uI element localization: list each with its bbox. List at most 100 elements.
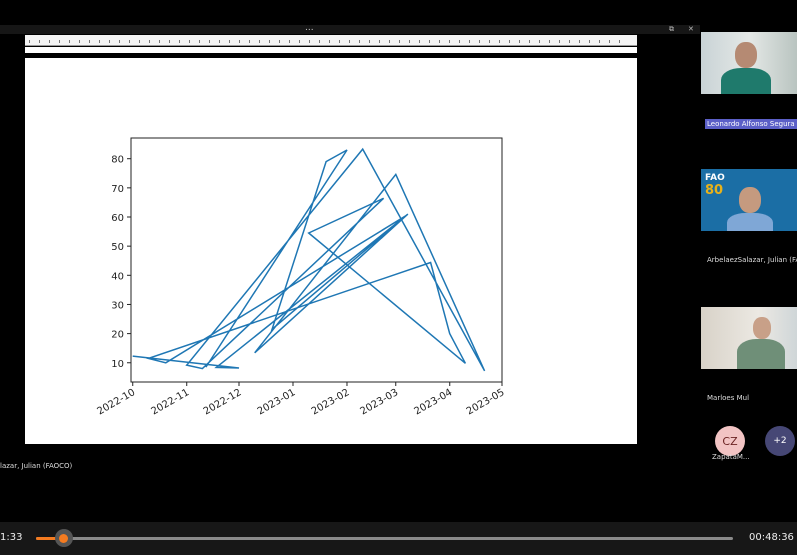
data-line <box>132 147 486 372</box>
ruler-tick <box>129 40 130 43</box>
y-tick-label: 40 <box>111 271 124 282</box>
participant-name: Marloes Mul <box>707 394 750 402</box>
y-tick-label: 70 <box>111 184 124 195</box>
ruler-tick <box>29 40 30 43</box>
ruler-tick <box>49 40 50 43</box>
x-tick-label: 2023-01 <box>256 387 298 417</box>
restore-icon[interactable]: ⧉ <box>669 25 674 33</box>
ruler-tick <box>239 40 240 43</box>
video-tile-leonardo[interactable] <box>701 32 797 94</box>
window-titlebar <box>0 25 700 34</box>
participant-body <box>737 339 785 369</box>
fao-logo: FAO <box>705 173 725 183</box>
more-participants-button[interactable]: +2 <box>765 426 795 456</box>
seek-bar-played <box>36 537 64 540</box>
ruler-tick <box>59 40 60 43</box>
ruler-tick <box>589 40 590 43</box>
y-tick-label: 10 <box>111 359 124 370</box>
fao-80-logo: 80 <box>705 183 724 198</box>
participant-body <box>727 213 773 231</box>
ruler-tick <box>559 40 560 43</box>
avatar-cz[interactable]: CZ <box>715 426 745 456</box>
ruler-tick <box>339 40 340 43</box>
x-tick-label: 2023-02 <box>310 387 352 417</box>
seek-handle[interactable] <box>54 529 73 547</box>
x-tick-label: 2023-03 <box>359 387 401 417</box>
document-ruler <box>25 35 637 46</box>
ruler-tick <box>599 40 600 43</box>
participant-body <box>721 68 771 94</box>
ruler-tick <box>539 40 540 43</box>
ruler-tick <box>149 40 150 43</box>
ruler-tick <box>369 40 370 43</box>
ruler-tick <box>169 40 170 43</box>
more-options-button[interactable]: ... <box>305 23 314 33</box>
ruler-tick <box>449 40 450 43</box>
ruler-tick <box>39 40 40 43</box>
ruler-margin <box>25 47 637 53</box>
y-tick-label: 60 <box>111 213 124 224</box>
ruler-tick <box>479 40 480 43</box>
presenter-caption: lazar, Julian (FAOCO) <box>0 462 73 470</box>
ruler-tick <box>229 40 230 43</box>
ruler-tick <box>489 40 490 43</box>
ruler-tick <box>409 40 410 43</box>
ruler-tick <box>609 40 610 43</box>
ruler-tick <box>549 40 550 43</box>
ruler-tick <box>259 40 260 43</box>
ruler-tick <box>419 40 420 43</box>
ruler-tick <box>109 40 110 43</box>
participant-name: ZapataM... <box>712 453 750 461</box>
y-tick-label: 50 <box>111 242 124 253</box>
participant-name: ArbelaezSalazar, Julian (FA... <box>707 256 797 264</box>
ruler-tick <box>509 40 510 43</box>
ruler-tick <box>309 40 310 43</box>
plot-frame <box>130 137 503 383</box>
seek-bar[interactable] <box>36 537 733 540</box>
ruler-tick <box>569 40 570 43</box>
ruler-tick <box>289 40 290 43</box>
ruler-tick <box>99 40 100 43</box>
y-tick-label: 20 <box>111 330 124 341</box>
line-chart: 10 20 30 40 50 60 70 80 2022-10 2022-11 2022-12 202… <box>96 137 507 417</box>
ruler-tick <box>89 40 90 43</box>
ruler-tick <box>249 40 250 43</box>
x-tick-label: 2022-12 <box>202 387 244 417</box>
ruler-tick <box>579 40 580 43</box>
ruler-tick <box>459 40 460 43</box>
ruler-tick <box>69 40 70 43</box>
participant-face <box>753 317 771 339</box>
ruler-tick <box>119 40 120 43</box>
ruler-tick <box>329 40 330 43</box>
ruler-tick <box>199 40 200 43</box>
ruler-tick <box>429 40 430 43</box>
participant-name: Leonardo Alfonso Segura <box>705 119 797 129</box>
video-tile-arbelaez[interactable]: FAO 80 <box>701 169 797 231</box>
ruler-tick <box>189 40 190 43</box>
ruler-tick <box>529 40 530 43</box>
shared-screen: 10 20 30 40 50 60 70 80 2022-10 2022-11 2022-12 202… <box>25 58 637 444</box>
x-tick-label: 2022-10 <box>96 387 138 417</box>
video-tile-marloes[interactable] <box>701 307 797 369</box>
ruler-tick <box>159 40 160 43</box>
current-time: 1:33 <box>0 532 23 543</box>
ruler-tick <box>469 40 470 43</box>
ruler-tick <box>139 40 140 43</box>
ruler-tick <box>319 40 320 43</box>
participant-face <box>739 187 761 213</box>
x-tick-label: 2022-11 <box>150 387 192 417</box>
ruler-tick <box>279 40 280 43</box>
ruler-tick <box>379 40 380 43</box>
ruler-tick <box>519 40 520 43</box>
ruler-tick <box>619 40 620 43</box>
ruler-tick <box>439 40 440 43</box>
close-icon[interactable]: ✕ <box>688 25 694 33</box>
participant-face <box>735 42 757 68</box>
ruler-tick <box>79 40 80 43</box>
y-tick-label: 80 <box>111 155 124 166</box>
ruler-tick <box>219 40 220 43</box>
ruler-tick <box>269 40 270 43</box>
total-time: 00:48:36 <box>749 532 794 543</box>
ruler-tick <box>399 40 400 43</box>
y-tick-label: 30 <box>111 300 124 311</box>
